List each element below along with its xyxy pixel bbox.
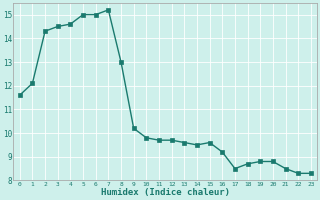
X-axis label: Humidex (Indice chaleur): Humidex (Indice chaleur) bbox=[101, 188, 230, 197]
